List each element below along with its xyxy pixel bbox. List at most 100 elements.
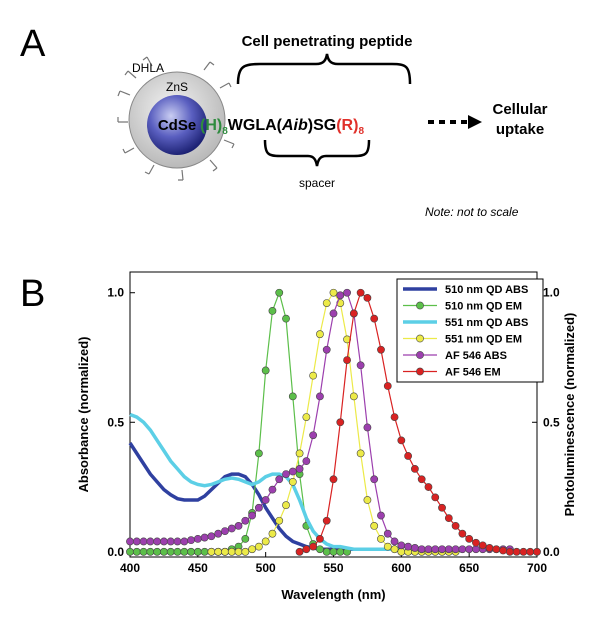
data-point [417,475,426,484]
data-point [410,465,419,473]
y-tick-label: 1.0 [107,286,124,300]
series-line [130,290,348,553]
data-point [438,545,446,554]
data-point [295,465,304,473]
data-point [193,534,202,543]
data-point [329,309,338,318]
data-point [519,547,528,556]
data-point [241,534,250,543]
data-point [309,542,318,551]
data-point [499,546,507,555]
data-point [139,547,148,556]
data-point [505,547,514,556]
qd-ligands [117,56,235,181]
legend-label: 510 nm QD ABS [445,284,528,296]
y-tick-label: 0.0 [107,545,124,559]
data-point [153,537,162,546]
data-point [349,309,358,318]
legend-marker [416,367,424,376]
spacer-brace [263,139,371,167]
data-point [370,522,379,530]
data-point [234,522,243,530]
legend-marker [416,351,424,359]
data-point [288,467,297,476]
data-point [383,382,392,390]
data-point [309,371,318,380]
dhla-label: DHLA [132,61,164,75]
data-point [349,392,358,401]
peptide-part: (R) [336,117,358,134]
data-point [275,475,284,484]
data-point [268,306,277,315]
data-point [214,529,223,538]
data-point [316,534,324,543]
data-point [282,470,290,478]
data-point [254,542,263,551]
data-point [282,501,290,510]
peptide-part: WGLA( [228,117,283,134]
data-point [390,537,399,546]
data-point [261,366,270,375]
data-point [200,547,209,556]
x-tick-label: 700 [527,561,547,575]
panel-label: A [20,23,46,65]
data-point [444,514,453,523]
data-point [248,511,256,520]
data-point [404,452,413,460]
peptide-brace [236,53,412,85]
data-point [316,392,324,401]
data-point [431,493,440,502]
data-point [166,537,175,546]
data-point [472,545,480,554]
data-point [370,314,379,323]
legend-label: 510 nm QD EM [445,301,522,313]
data-point [472,538,480,547]
data-point [438,503,446,512]
data-point [390,413,399,421]
data-point [363,423,372,432]
data-point [295,449,304,458]
data-point [397,541,406,550]
legend-marker [416,334,424,343]
brace-label: Cell penetrating peptide [242,33,413,50]
data-point [383,529,392,538]
data-point [451,522,460,530]
uptake-label: Cellular [492,101,547,118]
data-point [132,537,141,546]
data-point [322,547,331,556]
peptide-part: 8 [358,126,364,137]
data-point [126,547,134,556]
data-point [404,542,413,551]
data-point [173,537,182,546]
data-point [526,547,535,556]
data-point [153,547,162,556]
data-point [261,537,270,546]
data-point [275,288,284,297]
data-point [485,544,494,552]
data-point [444,545,453,554]
data-point [227,524,236,533]
data-point [336,418,345,427]
data-point [180,537,189,546]
data-point [288,477,297,486]
data-point [478,541,487,550]
x-axis-label: Wavelength (nm) [281,587,385,602]
spacer-label: spacer [299,176,335,190]
data-point [139,537,148,546]
data-point [329,288,338,297]
data-point [173,547,182,556]
data-point [275,516,284,525]
x-tick-label: 400 [120,561,140,575]
data-point [295,547,304,556]
legend-label: AF 546 ABS [445,350,507,362]
data-point [377,534,385,543]
peptide-part: 8 [222,126,228,137]
uptake-label: uptake [496,121,544,138]
data-point [221,547,229,556]
peptide-part: Aib [281,117,308,134]
data-point [512,547,521,556]
data-point [458,545,467,554]
data-point [288,392,297,401]
peptide-part: (H) [200,117,222,134]
